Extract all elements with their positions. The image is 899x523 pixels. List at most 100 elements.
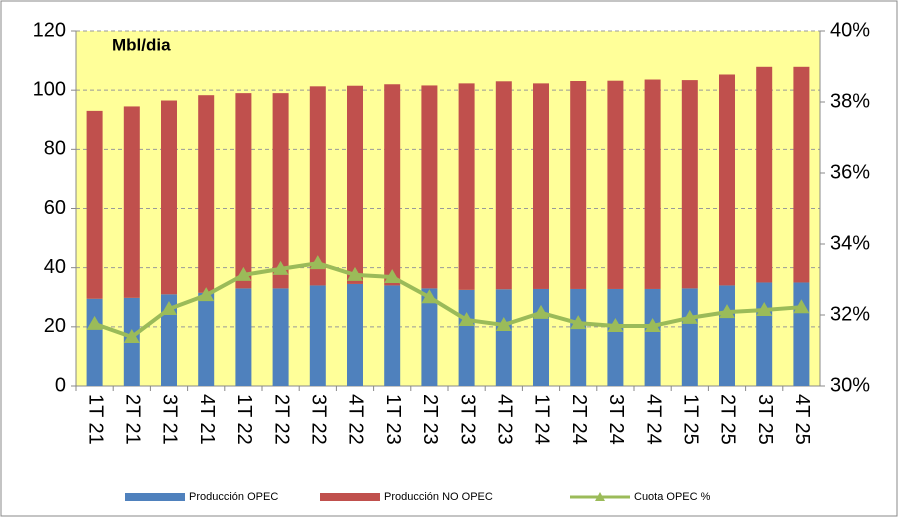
x-tick-label: 1T 24	[531, 394, 553, 445]
bar	[384, 84, 401, 286]
bar	[458, 289, 475, 386]
y-tick-label: 80	[44, 138, 66, 160]
x-tick-label: 2T 21	[122, 394, 144, 445]
bar	[347, 283, 363, 386]
marker	[607, 318, 624, 333]
bar	[347, 85, 363, 284]
x-tick-label: 1T 25	[680, 394, 702, 445]
marker	[458, 311, 475, 326]
marker	[86, 315, 103, 330]
x-tick-label: 4T 22	[345, 394, 367, 445]
x-tick-label: 3T 25	[754, 394, 776, 445]
bar	[309, 86, 326, 286]
marker	[384, 269, 401, 284]
x-tick-label: 4T 21	[196, 394, 218, 445]
bar	[719, 285, 735, 386]
marker	[756, 302, 773, 317]
bar	[533, 83, 549, 289]
x-tick-label: 2T 23	[419, 394, 441, 445]
marker	[309, 255, 326, 270]
x-tick-label: 1T 21	[84, 394, 106, 445]
x-tick-label: 4T 24	[642, 394, 664, 445]
marker	[793, 299, 810, 314]
bar	[681, 80, 698, 289]
bar	[756, 282, 773, 386]
bar	[86, 110, 103, 299]
marker	[235, 266, 252, 281]
legend-label: Cuota OPEC %	[634, 491, 711, 503]
y-tick-label: 60	[44, 197, 66, 219]
marker	[719, 304, 735, 319]
marker	[198, 287, 215, 302]
bar	[123, 106, 140, 298]
marker	[123, 329, 140, 344]
bar	[570, 80, 587, 289]
legend-swatch	[320, 493, 380, 501]
bar	[607, 288, 624, 386]
legend-swatch	[125, 493, 185, 501]
x-tick-label: 4T 25	[791, 394, 813, 445]
y2-tick-label: 38%	[830, 90, 870, 112]
x-tick-label: 2T 25	[717, 394, 739, 445]
bar	[198, 95, 215, 293]
x-tick-label: 3T 22	[308, 394, 330, 445]
marker	[272, 260, 289, 275]
x-tick-label: 3T 24	[605, 394, 627, 445]
bar	[235, 288, 252, 386]
y2-tick-label: 30%	[830, 374, 870, 396]
bar	[272, 288, 289, 386]
marker	[570, 315, 587, 330]
bar	[384, 285, 401, 386]
bar	[495, 289, 512, 386]
bar	[793, 66, 810, 283]
x-tick-label: 2T 24	[568, 394, 590, 445]
y2-tick-label: 36%	[830, 161, 870, 183]
legend-label: Producción NO OPEC	[384, 491, 493, 503]
y2-tick-label: 40%	[830, 19, 870, 41]
y2-tick-label: 34%	[830, 232, 870, 254]
bar	[793, 282, 810, 386]
bar	[644, 79, 661, 289]
marker	[161, 300, 177, 315]
marker	[533, 304, 549, 319]
y-tick-label: 0	[55, 374, 66, 396]
y-tick-label: 20	[44, 315, 66, 337]
bar	[681, 288, 698, 386]
bar	[495, 81, 512, 290]
x-tick-label: 3T 21	[159, 394, 181, 445]
x-tick-label: 2T 22	[270, 394, 292, 445]
y2-tick-label: 32%	[830, 303, 870, 325]
x-tick-label: 3T 23	[456, 394, 478, 445]
bar	[198, 292, 215, 386]
bar	[644, 288, 661, 386]
x-tick-label: 4T 23	[494, 394, 516, 445]
marker	[681, 309, 698, 324]
bar	[421, 288, 438, 386]
bar	[235, 93, 252, 289]
bar	[533, 288, 549, 386]
marker	[347, 266, 363, 281]
bar	[458, 83, 475, 290]
chart-title: Mbl/dia	[112, 35, 171, 54]
bar	[756, 66, 773, 283]
bar	[161, 294, 177, 386]
bar	[607, 80, 624, 289]
legend-label: Producción OPEC	[189, 491, 278, 503]
y-tick-label: 100	[33, 78, 66, 100]
marker	[495, 316, 512, 331]
bar	[421, 85, 438, 289]
line	[93, 261, 802, 340]
bar	[86, 298, 103, 386]
marker	[644, 318, 661, 333]
bar	[161, 100, 177, 295]
bar	[570, 288, 587, 386]
y-tick-label: 40	[44, 256, 66, 278]
legend-marker	[595, 492, 605, 501]
y-tick-label: 120	[33, 19, 66, 41]
x-tick-label: 1T 23	[382, 394, 404, 445]
bar	[272, 93, 289, 289]
bar	[309, 285, 326, 386]
marker	[421, 289, 438, 304]
x-tick-label: 1T 22	[233, 394, 255, 445]
